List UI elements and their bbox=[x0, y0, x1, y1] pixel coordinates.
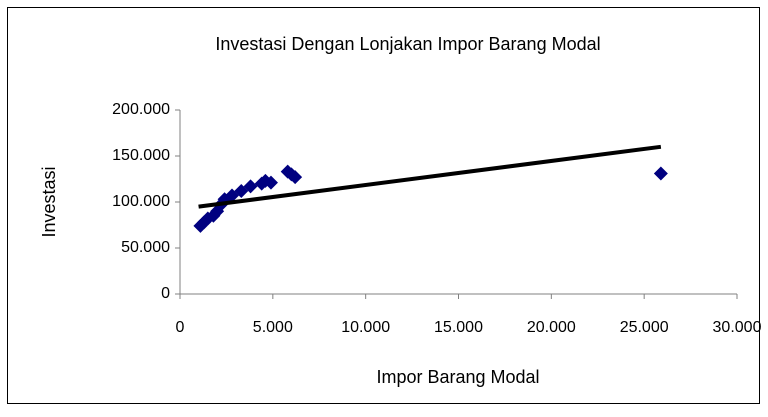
x-tick-label: 5.000 bbox=[253, 319, 293, 336]
y-tick-label: 150.000 bbox=[112, 147, 170, 164]
y-tick-label: 0 bbox=[161, 285, 170, 302]
chart-border bbox=[7, 7, 760, 404]
y-axis-label: Investasi bbox=[39, 166, 59, 237]
y-tick-label: 200.000 bbox=[112, 101, 170, 118]
x-tick-label: 30.000 bbox=[713, 319, 762, 336]
point bbox=[653, 166, 668, 181]
x-tick-label: 0 bbox=[176, 319, 185, 336]
trendline bbox=[198, 144, 662, 209]
point bbox=[288, 170, 303, 185]
point bbox=[263, 175, 278, 190]
x-tick-label: 20.000 bbox=[527, 319, 576, 336]
chart-title: Investasi Dengan Lonjakan Impor Barang M… bbox=[215, 34, 600, 54]
point bbox=[243, 179, 258, 194]
x-tick-label: 25.000 bbox=[620, 319, 669, 336]
x-tick-label: 15.000 bbox=[434, 319, 483, 336]
y-tick-label: 100.000 bbox=[112, 193, 170, 210]
y-tick-label: 50.000 bbox=[121, 239, 170, 256]
x-tick-label: 10.000 bbox=[341, 319, 390, 336]
x-axis-label: Impor Barang Modal bbox=[376, 367, 539, 387]
